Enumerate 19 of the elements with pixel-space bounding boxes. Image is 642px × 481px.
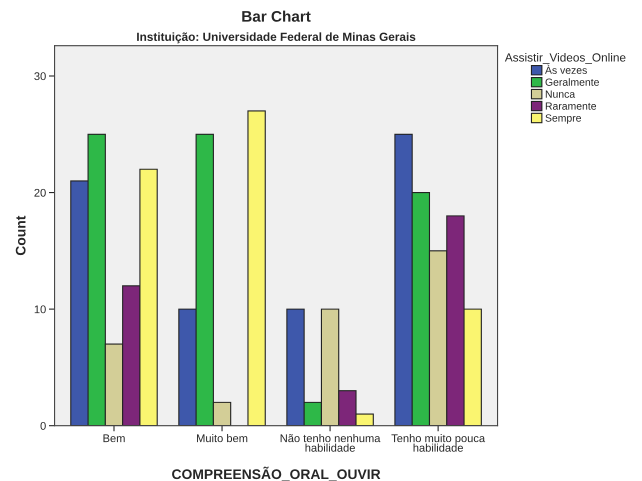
y-tick-label: 20 (34, 188, 46, 197)
y-axis-title: Count (16, 216, 26, 256)
legend-label: Geralmente (546, 78, 599, 86)
x-tick-label: Bem (103, 434, 125, 442)
x-axis-title: COMPREENSÃO_ORAL_OUVIR (172, 466, 380, 481)
y-tick-label: 30 (34, 72, 46, 80)
legend-label: Raramente (546, 102, 596, 110)
chart-title: Bar Chart (242, 10, 311, 22)
x-tick-label: Tenho muito pouca habilidade (391, 434, 486, 452)
legend-label: Sempre (545, 114, 582, 124)
legend-label: Às vezes (545, 64, 587, 74)
bar (247, 110, 266, 426)
legend-label: Nunca (546, 90, 576, 98)
y-tick-label: 10 (34, 305, 46, 314)
chart-subtitle: Instituição: Universidade Federal de Minas Gerais (137, 32, 416, 44)
y-tick-label: 0 (40, 422, 46, 430)
x-tick-label: Não tenho nenhuma habilidade (280, 434, 380, 452)
legend-title: Assistir_Videos_Online (504, 52, 626, 64)
x-tick-label: Muito bem (197, 434, 248, 442)
